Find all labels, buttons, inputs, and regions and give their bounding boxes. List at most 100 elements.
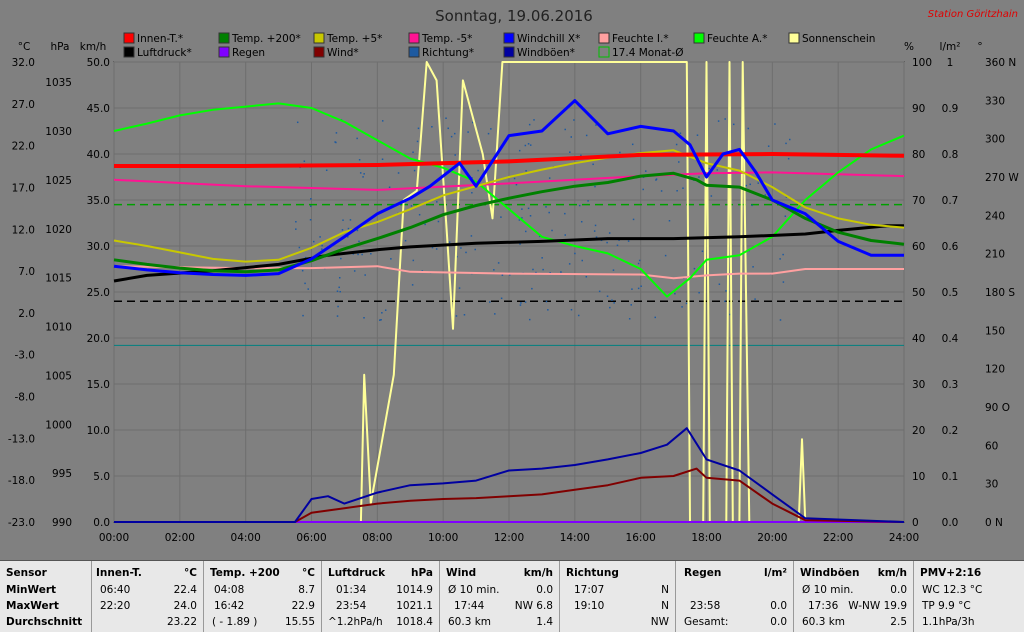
temp-unit: °C — [18, 41, 31, 53]
x-tick-label: 06:00 — [296, 532, 326, 544]
max-time: 23:58 — [690, 600, 721, 612]
press-tick-label: 1020 — [45, 224, 72, 236]
temp-tick-label: -13.0 — [8, 433, 35, 445]
x-tick-label: 08:00 — [362, 532, 392, 544]
direction-point — [585, 276, 588, 278]
temp-tick-label: 32.0 — [12, 57, 35, 69]
avg-value: 23.22 — [166, 616, 197, 628]
direction-point — [594, 185, 596, 188]
direction-point — [640, 285, 642, 287]
direction-point — [448, 241, 451, 243]
direction-point — [679, 132, 682, 134]
hum-tick-label: 70 — [912, 195, 925, 207]
direction-point — [611, 299, 613, 301]
direction-point — [551, 229, 553, 232]
hum-tick-label: 80 — [912, 149, 925, 161]
stats-row-max: MaxWert — [6, 600, 59, 612]
direction-point — [352, 253, 355, 255]
direction-point — [471, 191, 473, 194]
stats-col-pmv: PMV+2:16 WC 12.3 °C TP 9.9 °C 1.1hPa/3h — [914, 561, 1024, 632]
direction-point — [564, 234, 567, 236]
direction-point — [325, 169, 328, 172]
legend-label: 17.4 Monat-Ø — [612, 47, 683, 59]
direction-point — [359, 172, 362, 174]
dir-tick-label: 120 — [985, 364, 1005, 376]
direction-point — [542, 268, 544, 271]
direction-point — [334, 141, 336, 143]
hum-tick-label: 60 — [912, 241, 925, 253]
press-tick-label: 1010 — [45, 322, 72, 334]
wind-tick-label: 50.0 — [87, 57, 110, 69]
x-tick-label: 12:00 — [494, 532, 524, 544]
direction-point — [749, 183, 751, 186]
direction-point — [450, 135, 453, 138]
legend-label: Regen — [232, 47, 265, 59]
direction-point — [529, 215, 532, 217]
direction-point — [303, 160, 306, 162]
direction-point — [674, 292, 676, 295]
press-tick-label: 995 — [52, 468, 72, 480]
direction-point — [321, 244, 323, 247]
legend-label: Windchill X* — [517, 33, 580, 45]
direction-point — [310, 205, 312, 207]
direction-point — [570, 136, 573, 138]
stats-col-windboeen: Windböen km/h Ø 10 min. 0.0 17:36 W-NW 1… — [794, 561, 914, 632]
direction-point — [745, 184, 748, 187]
direction-point — [302, 314, 304, 317]
direction-point — [782, 281, 785, 283]
direction-point — [767, 145, 770, 147]
direction-point — [347, 236, 349, 238]
direction-point — [312, 240, 315, 243]
direction-point — [356, 137, 358, 140]
dir-tick-label: 180 S — [985, 287, 1015, 299]
wind-tick-label: 20.0 — [87, 333, 110, 345]
legend-label: Luftdruck* — [137, 47, 192, 59]
direction-point — [410, 205, 413, 207]
max-value: NW 6.8 — [514, 600, 553, 612]
total-value: 0.0 — [770, 616, 787, 628]
direction-point — [716, 169, 719, 171]
direction-point — [525, 230, 527, 233]
direction-point — [412, 151, 414, 153]
direction-point — [613, 302, 615, 304]
col-unit: °C — [184, 567, 197, 579]
direction-point — [701, 250, 704, 253]
direction-point — [593, 230, 596, 232]
direction-point — [364, 274, 366, 276]
direction-point — [580, 220, 583, 223]
col-title: Richtung — [566, 567, 619, 579]
direction-point — [431, 246, 434, 249]
dir-tick-label: 270 W — [985, 172, 1019, 184]
max-time: 23:54 — [336, 600, 367, 612]
legend-label: Windböen* — [517, 47, 575, 59]
direction-point — [788, 138, 791, 141]
direction-point — [295, 220, 297, 223]
max-value: 1021.1 — [396, 600, 433, 612]
direction-point — [413, 169, 416, 172]
direction-point — [595, 124, 597, 126]
direction-point — [581, 259, 584, 262]
legend-swatch — [503, 46, 515, 58]
press-tick-label: 1035 — [45, 77, 72, 89]
max-time: 22:20 — [100, 600, 131, 612]
direction-point — [664, 254, 667, 257]
col-unit: l/m² — [764, 567, 787, 579]
direction-point — [644, 170, 647, 172]
direction-point — [301, 269, 304, 272]
direction-point — [431, 126, 433, 128]
press-tick-label: 1025 — [45, 175, 72, 187]
direction-point — [456, 255, 458, 258]
x-tick-label: 02:00 — [165, 532, 195, 544]
direction-point — [296, 121, 299, 124]
direction-point — [587, 200, 589, 202]
direction-point — [538, 235, 541, 238]
dir-tick-label: 150 — [985, 325, 1005, 337]
stats-col-regen: Regen l/m² 23:58 0.0 Gesamt: 0.0 — [676, 561, 794, 632]
direction-point — [637, 287, 640, 290]
direction-point — [548, 177, 551, 179]
direction-point — [578, 204, 581, 207]
direction-point — [560, 271, 562, 273]
rain-tick-label: 0.7 — [942, 195, 959, 207]
temp-tick-label: 27.0 — [12, 99, 35, 111]
direction-point — [338, 286, 340, 289]
